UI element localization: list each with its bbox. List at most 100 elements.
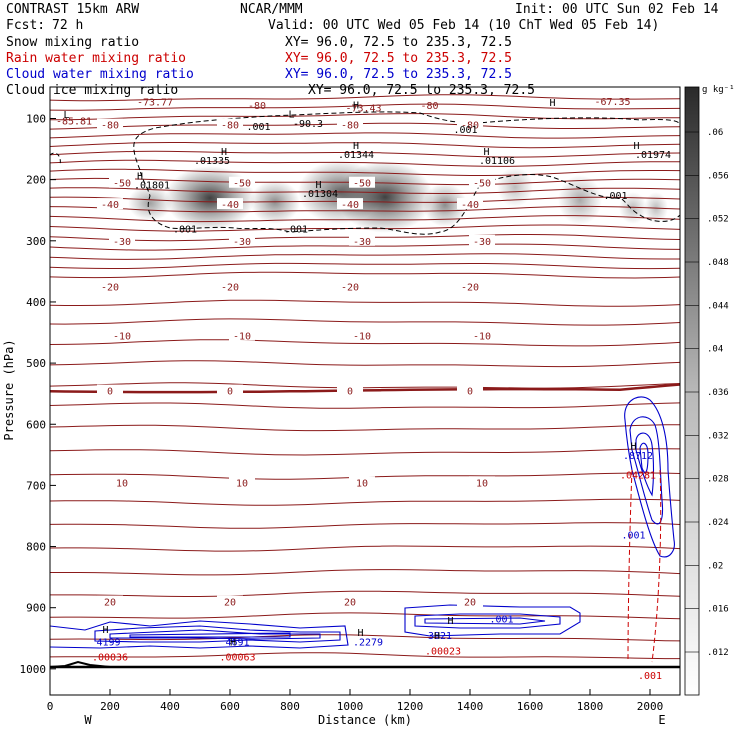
temp-label-bg xyxy=(217,198,243,210)
temperature-label: -50 xyxy=(233,179,251,190)
contour-value-label: 3921 xyxy=(428,631,452,642)
extremum-marker: H xyxy=(447,616,453,627)
temp-label-bg xyxy=(337,384,363,396)
temperature-label: 0 xyxy=(467,387,473,398)
contour-value-label: -90.3 xyxy=(293,119,323,130)
init-time: Init: 00 UTC Sun 02 Feb 14 xyxy=(515,2,719,17)
temperature-label: -50 xyxy=(113,179,131,190)
temp-label-bg xyxy=(457,595,483,607)
temperature-contour-line xyxy=(50,634,680,642)
plot-frame xyxy=(49,86,681,696)
y-tick-label: 200 xyxy=(26,174,46,187)
temperature-label: -80 xyxy=(101,121,119,132)
cloud-ice-contour xyxy=(50,111,680,235)
temp-label-bg xyxy=(217,280,243,292)
temperature-contour-line xyxy=(50,205,680,213)
y-tick-label: 1000 xyxy=(20,663,47,676)
temp-label-bg xyxy=(217,384,243,396)
temperature-contour-line xyxy=(50,142,680,149)
contour-value-label: .001 xyxy=(603,191,627,202)
y-tick-label: 700 xyxy=(26,479,46,492)
temp-label-bg xyxy=(349,476,375,488)
temp-label-bg xyxy=(109,176,135,188)
center-label: NCAR/MMM xyxy=(240,2,303,17)
colorbar-tick-label: .032 xyxy=(707,431,729,441)
temperature-contour-line xyxy=(50,253,680,260)
contour-value-label: -80 xyxy=(248,101,266,112)
temp-label-bg xyxy=(97,595,123,607)
contour-value-label: .001 xyxy=(284,225,308,236)
temp-label-bg xyxy=(229,234,255,246)
field-snow-xy: XY= 96.0, 72.5 to 235.3, 72.5 xyxy=(285,35,512,50)
temperature-label: 20 xyxy=(104,598,116,609)
temperature-contour-line xyxy=(50,94,680,102)
terrain-profile xyxy=(49,660,111,668)
temp-label-bg xyxy=(97,384,123,396)
temp-label-bg xyxy=(97,280,123,292)
contour-value-label: .01801 xyxy=(134,181,170,192)
contour-value-label: .001 xyxy=(246,122,270,133)
temp-label-bg xyxy=(469,234,495,246)
temp-label-bg xyxy=(337,595,363,607)
snow-blob xyxy=(165,166,255,230)
cloud-ice-edge-contour xyxy=(50,152,61,166)
contour-value-label: .01344 xyxy=(338,150,374,161)
field-cloudwater-name: Cloud water mixing ratio xyxy=(6,67,194,82)
temperature-contour-line xyxy=(50,382,680,389)
snow-blob xyxy=(558,175,602,225)
cloud-water-contours xyxy=(50,396,675,649)
extremum-marker: H xyxy=(353,100,359,111)
temperature-label: -40 xyxy=(461,200,479,211)
rain-001-contour xyxy=(627,469,662,663)
contour-value-label: 4199 xyxy=(96,637,120,648)
contour-labels: -80 -80 -80 -80 -50 -50 -50 -50 -40 -40 -40 -40 -30 -… xyxy=(56,97,671,682)
temp-label-bg xyxy=(457,118,483,130)
x-tick-label: 2000 xyxy=(637,700,664,713)
contour-value-label: .00023 xyxy=(425,647,461,658)
temperature-contour-line xyxy=(50,122,680,130)
x-tick-label: 1200 xyxy=(397,700,424,713)
east-endpoint: E xyxy=(658,713,665,727)
temperature-label: -30 xyxy=(473,237,491,248)
temperature-contour-line xyxy=(50,339,680,347)
colorbar: g kg⁻¹ .012 .016 .02 .024 .028 .032 .036 .04 .04… xyxy=(684,85,735,696)
temperature-label: -10 xyxy=(233,332,251,343)
y-axis-label: Pressure (hPa) xyxy=(2,339,16,440)
temperature-label: -30 xyxy=(233,237,251,248)
temp-label-bg xyxy=(217,595,243,607)
x-tick-label: 1600 xyxy=(517,700,544,713)
extremum-marker: H xyxy=(630,442,636,453)
contour-value-label: -67.35 xyxy=(594,97,630,108)
forecast-hours: 72 h xyxy=(52,18,83,33)
field-snow-name: Snow mixing ratio xyxy=(6,35,139,50)
temperature-contour-line xyxy=(50,448,680,456)
temperature-label: -40 xyxy=(221,200,239,211)
y-tick-label: 500 xyxy=(26,357,46,370)
temp-label-bg xyxy=(469,329,495,341)
temp-label-bg xyxy=(469,176,495,188)
temperature-contour-line xyxy=(50,243,680,251)
y-axis-ticks: 100 200 300 400 500 600 700 800 900 1000 xyxy=(20,113,56,676)
forecast-label: Fcst: xyxy=(6,18,45,33)
y-tick-label: 300 xyxy=(26,235,46,248)
x-tick-label: 0 xyxy=(47,700,54,713)
temperature-label: 10 xyxy=(476,478,488,489)
contour-value-label: .8712 xyxy=(623,451,653,462)
temperature-label: -80 xyxy=(461,121,479,132)
temp-label-bg xyxy=(109,234,135,246)
temperature-label: -30 xyxy=(353,237,371,248)
temperature-label: -30 xyxy=(113,237,131,248)
extremum-marker: H xyxy=(221,147,227,158)
field-cloudwater-xy: XY= 96.0, 72.5 to 235.3, 72.5 xyxy=(285,67,512,82)
contour-value-label: 4691 xyxy=(225,637,249,648)
contour-value-label: -80 xyxy=(420,101,438,112)
contour-value-label: .04281 xyxy=(620,470,656,481)
temperature-contour-line xyxy=(50,103,680,111)
colorbar-tick-label: .052 xyxy=(707,215,729,225)
extremum-marker: H xyxy=(230,637,236,648)
colorbar-unit: g kg⁻¹ xyxy=(702,85,735,95)
temp-label-bg xyxy=(349,329,375,341)
axes xyxy=(49,86,681,696)
temperature-contour-line xyxy=(50,187,680,194)
colorbar-tick-label: .056 xyxy=(707,171,729,181)
